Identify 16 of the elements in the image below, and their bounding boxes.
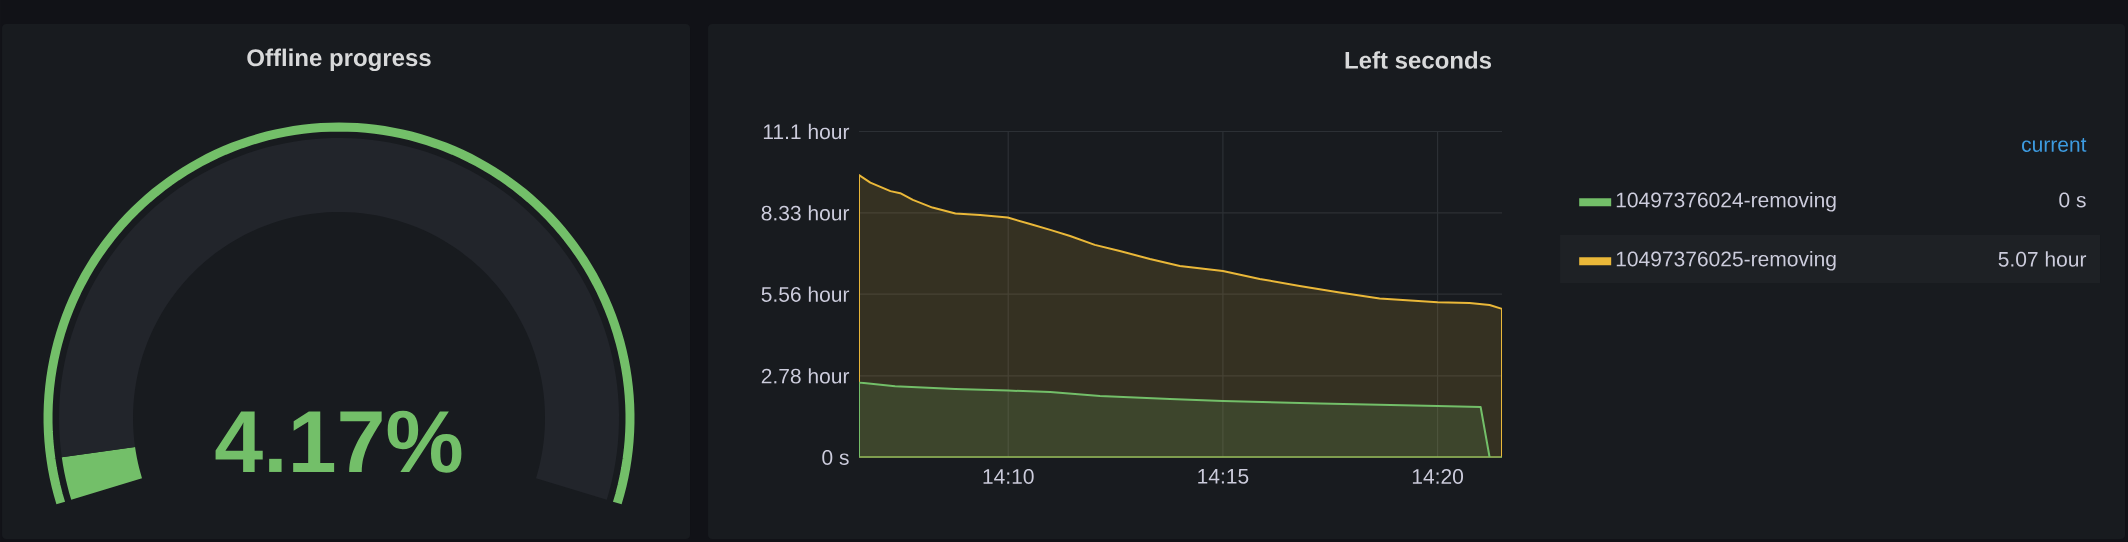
x-tick-label: 14:15 [1198, 469, 1249, 484]
text: 4.17% [215, 410, 462, 473]
y-tick-label: 5.56 hour [761, 286, 850, 302]
text: 0 s [2059, 192, 2086, 208]
y-tick-label: 2.78 hour [761, 368, 850, 384]
legend-label: 10497376025-removing [1616, 250, 1836, 271]
y-tick-label: 11.1 hour [763, 123, 850, 140]
text: 5.07 hour [1998, 251, 2087, 267]
y-tick-label: 8.33 hour [761, 205, 850, 221]
legend-label: 10497376024-removing [1616, 191, 1836, 212]
chart-title: Left seconds [1345, 51, 1492, 69]
legend-title: current [2022, 138, 2087, 152]
x-tick-label: 14:10 [983, 469, 1034, 484]
chart-title: Offline progress [247, 48, 431, 72]
x-tick-label: 14:20 [1412, 469, 1464, 484]
y-tick-label: 0 s [822, 450, 849, 465]
